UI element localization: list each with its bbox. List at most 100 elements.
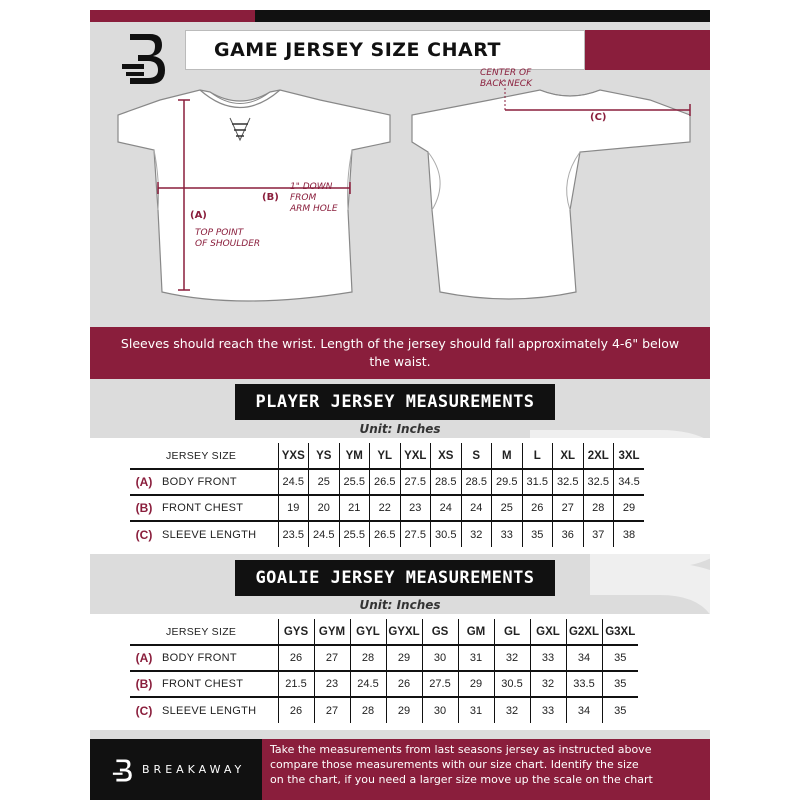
goalie-row-body-front: (A) BODY FRONT 26 27 28 29 30 31 32 33 3… [130,645,638,671]
size-header: 2XL [582,443,614,469]
size-header: YXL [399,443,431,469]
table-cell: 28.5 [460,469,492,495]
size-header: 3XL [613,443,644,469]
table-cell: 25.5 [338,469,370,495]
table-cell: 29 [385,697,422,723]
table-cell: 27.5 [399,469,431,495]
table-cell: 24 [460,495,492,521]
breakaway-logo-icon [122,34,165,84]
goalie-row-sleeve-length: (C) SLEEVE LENGTH 26 27 28 29 30 31 32 3… [130,697,638,723]
row-letter: (C) [135,527,153,542]
table-cell: 23 [313,671,350,697]
table-cell: 32.5 [582,469,614,495]
table-cell: 32 [493,697,530,723]
size-header: YS [308,443,339,469]
table-cell: 23.5 [277,521,309,547]
table-cell: 26 [385,671,422,697]
table-cell: 25.5 [338,521,370,547]
size-header: XL [552,443,583,469]
label-c: (C) [590,112,607,123]
table-cell: 29 [457,671,494,697]
size-header: GYL [349,619,386,645]
arm-hole-label: 1" DOWN FROM ARM HOLE [290,182,338,215]
goalie-table-panel: JERSEY SIZE GYS GYM GYL GYXL GS GM GL GX… [90,614,710,730]
row-label: FRONT CHEST [162,502,244,514]
player-section-title: PLAYER JERSEY MEASUREMENTS [235,384,555,420]
size-chart-page: GAME JERSEY SIZE CHART [90,10,710,800]
table-cell: 33 [529,645,566,671]
size-header: YL [369,443,400,469]
table-cell: 30.5 [493,671,530,697]
player-header-row: JERSEY SIZE YXS YS YM YL YXL XS S M L XL… [130,443,644,469]
size-header: GXL [529,619,566,645]
table-cell: 24 [430,495,461,521]
row-letter: (A) [135,651,153,665]
row-label: BODY FRONT [162,476,237,488]
table-cell: 35 [601,697,638,723]
title-accent [585,30,710,70]
footer-instructions: Take the measurements from last seasons … [262,739,710,800]
table-cell: 22 [369,495,400,521]
row-label: SLEEVE LENGTH [162,528,257,541]
table-cell: 33 [529,697,566,723]
player-table: JERSEY SIZE YXS YS YM YL YXL XS S M L XL… [130,443,644,547]
watermark-logo-icon [530,430,710,730]
footer-line: Take the measurements from last seasons … [270,743,652,756]
table-cell: 27 [552,495,583,521]
top-accent-bar [90,10,255,22]
arm-hole-line1: 1" DOWN [290,182,333,192]
table-cell: 32 [493,645,530,671]
size-header: S [460,443,492,469]
table-cell: 29 [385,645,422,671]
player-unit: Unit: Inches [359,422,441,436]
table-cell: 25 [491,495,522,521]
row-letter: (C) [135,703,153,718]
table-cell: 27 [313,697,350,723]
size-header: XS [430,443,461,469]
table-cell: 24.5 [349,671,386,697]
goalie-table: JERSEY SIZE GYS GYM GYL GYXL GS GM GL GX… [130,619,638,723]
footer-line: on the chart, if you need a larger size … [270,773,653,786]
jersey-size-header: JERSEY SIZE [166,625,237,638]
table-cell: 19 [277,495,309,521]
top-point-line1: TOP POINT [195,228,244,238]
table-cell: 26 [277,645,314,671]
table-cell: 26.5 [369,521,400,547]
table-cell: 32 [529,671,566,697]
table-cell: 32 [460,521,492,547]
table-cell: 28 [582,495,614,521]
table-cell: 36 [552,521,583,547]
table-cell: 37 [582,521,614,547]
size-header: GYXL [385,619,422,645]
goalie-unit: Unit: Inches [359,598,441,612]
front-jersey-illustration [117,89,391,302]
footer-line: compare those measurements with our size… [270,758,639,771]
center-back-neck-line2: BACK NECK [480,79,532,89]
arm-hole-line3: ARM HOLE [290,204,338,214]
row-letter: (A) [135,475,153,489]
arm-hole-line2: FROM [290,193,317,203]
jersey-size-header: JERSEY SIZE [166,449,237,462]
table-cell: 30 [421,645,458,671]
table-cell: 30 [421,697,458,723]
footer-brand-name: BREAKAWAY [142,763,246,776]
table-cell: 26.5 [369,469,400,495]
table-cell: 33.5 [565,671,602,697]
size-header: G3XL [601,619,638,645]
table-cell: 31.5 [521,469,553,495]
table-cell: 26 [521,495,553,521]
table-cell: 20 [308,495,339,521]
title-box: GAME JERSEY SIZE CHART [185,30,585,70]
table-cell: 23 [399,495,431,521]
size-header: M [491,443,522,469]
page-title: GAME JERSEY SIZE CHART [214,39,501,61]
table-cell: 35 [601,645,638,671]
table-cell: 27.5 [399,521,431,547]
table-cell: 24.5 [308,521,339,547]
table-cell: 27.5 [421,671,458,697]
top-point-label: TOP POINT OF SHOULDER [195,228,260,250]
row-label: FRONT CHEST [162,678,244,690]
table-cell: 35 [601,671,638,697]
footer-logo-icon [112,758,132,781]
table-cell: 25 [308,469,339,495]
